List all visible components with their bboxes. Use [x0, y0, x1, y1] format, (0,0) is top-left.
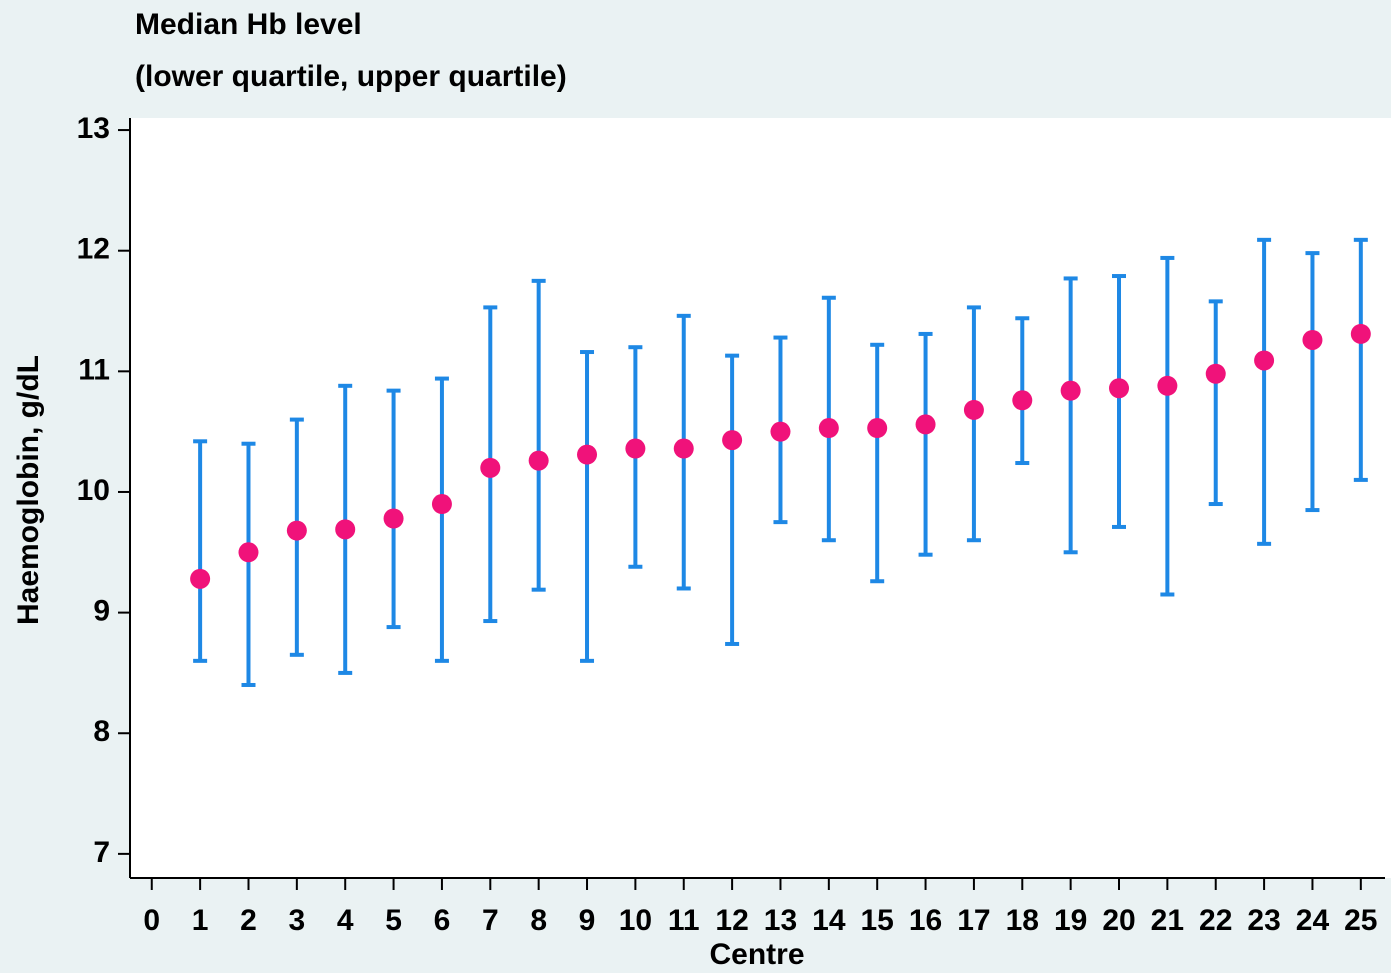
x-tick-label: 6	[434, 904, 451, 937]
x-tick-label: 8	[530, 904, 547, 937]
x-axis-title: Centre	[709, 938, 804, 971]
median-point	[1254, 350, 1275, 371]
plot-area	[130, 118, 1391, 878]
median-point	[286, 520, 307, 541]
x-tick-label: 4	[337, 904, 354, 937]
x-tick-label: 0	[143, 904, 160, 937]
chart-subtitle: (lower quartile, upper quartile)	[135, 60, 567, 93]
y-tick-label: 13	[77, 112, 110, 145]
y-tick-label: 9	[93, 595, 110, 628]
median-point	[1205, 363, 1226, 384]
x-tick-label: 21	[1151, 904, 1184, 937]
median-point	[1157, 375, 1178, 396]
x-tick-label: 18	[1006, 904, 1039, 937]
median-point	[1109, 378, 1130, 399]
x-tick-label: 14	[812, 904, 846, 937]
x-tick-label: 2	[240, 904, 257, 937]
x-tick-label: 13	[764, 904, 797, 937]
median-point	[431, 494, 452, 515]
median-point	[1302, 329, 1323, 350]
x-tick-label: 11	[668, 904, 700, 937]
x-tick-label: 15	[861, 904, 894, 937]
x-tick-label: 19	[1054, 904, 1087, 937]
median-point	[528, 450, 549, 471]
median-point	[190, 568, 211, 589]
x-tick-label: 25	[1344, 904, 1377, 937]
x-tick-label: 12	[715, 904, 748, 937]
y-tick-label: 11	[78, 353, 110, 386]
x-tick-label: 24	[1296, 904, 1330, 937]
median-point	[673, 438, 694, 459]
x-tick-label: 1	[192, 904, 209, 937]
median-point	[867, 418, 888, 439]
y-tick-label: 8	[93, 715, 110, 748]
chart-title: Median Hb level	[135, 8, 362, 41]
x-tick-label: 3	[289, 904, 306, 937]
median-point	[770, 421, 791, 442]
y-axis-title: Haemoglobin, g/dL	[12, 355, 45, 625]
x-tick-label: 17	[957, 904, 990, 937]
x-tick-label: 10	[619, 904, 652, 937]
median-point	[625, 438, 646, 459]
median-point	[383, 508, 404, 529]
median-point	[818, 418, 839, 439]
median-point	[480, 457, 501, 478]
median-point	[722, 430, 743, 451]
y-tick-label: 12	[77, 233, 110, 266]
x-tick-label: 9	[579, 904, 596, 937]
median-point	[963, 399, 984, 420]
x-tick-label: 23	[1247, 904, 1280, 937]
x-tick-label: 20	[1102, 904, 1135, 937]
y-tick-label: 7	[93, 836, 110, 869]
median-point	[238, 542, 259, 563]
median-point	[1012, 390, 1033, 411]
median-point	[1060, 380, 1081, 401]
median-point	[1350, 323, 1371, 344]
y-tick-label: 10	[77, 474, 110, 507]
x-tick-label: 22	[1199, 904, 1232, 937]
median-point	[915, 414, 936, 435]
x-tick-label: 5	[385, 904, 402, 937]
x-tick-label: 7	[482, 904, 499, 937]
x-tick-label: 16	[909, 904, 942, 937]
median-point	[335, 519, 356, 540]
median-point	[577, 444, 598, 465]
